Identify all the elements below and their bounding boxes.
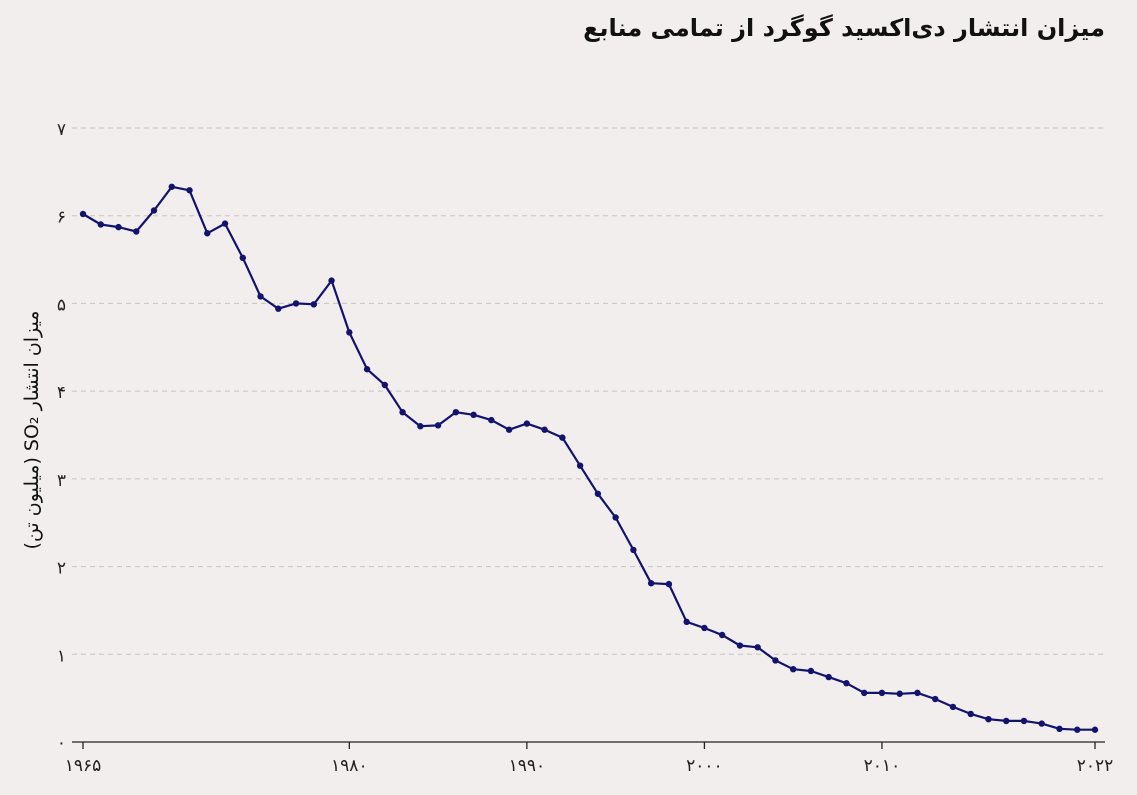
data-point <box>292 300 300 307</box>
data-point <box>239 254 246 262</box>
y-tick-label: ۲ <box>57 559 66 579</box>
chart-title: میزان انتشار دی‌اکسید گوگرد از تمامی منا… <box>583 14 1105 42</box>
data-point <box>97 221 104 228</box>
data-point <box>186 187 193 194</box>
x-axis: ۱۹۶۵ ۱۹۸۰ ۱۹۹۰ ۲۰۰۰ ۲۰۱۰ ۲۰۲۲ <box>65 741 1114 776</box>
data-point <box>1091 726 1099 733</box>
data-point <box>630 546 637 554</box>
data-point <box>399 408 406 416</box>
y-tick-label: ۷ <box>57 120 66 140</box>
data-point <box>860 689 868 697</box>
data-point <box>1038 720 1045 727</box>
data-point <box>914 689 921 697</box>
data-point <box>772 657 779 664</box>
data-point <box>878 689 886 697</box>
data-point <box>257 293 264 300</box>
data-point <box>647 580 655 587</box>
data-point <box>115 223 122 231</box>
data-point <box>470 411 477 419</box>
data-point <box>1056 725 1063 733</box>
data-point <box>541 426 548 433</box>
data-point <box>363 366 371 373</box>
data-point <box>417 423 424 430</box>
x-tick-label: ۱۹۶۵ <box>65 756 102 776</box>
data-point <box>559 434 566 441</box>
y-tick-label: ۳ <box>57 471 66 491</box>
data-point <box>133 228 140 235</box>
data-point <box>168 183 175 190</box>
data-point <box>204 230 211 237</box>
data-point <box>1074 726 1081 733</box>
data-point <box>452 408 460 416</box>
data-point <box>1003 717 1010 725</box>
y-tick-label: ۵ <box>57 295 66 315</box>
data-point <box>807 667 815 675</box>
data-point <box>310 301 318 308</box>
data-point <box>985 715 992 723</box>
data-point <box>594 490 602 497</box>
x-tick-label: ۲۰۲۲ <box>1077 756 1114 776</box>
y-axis-label: میزان انتشار SO₂ (میلیون تن) <box>21 311 43 550</box>
data-point <box>718 631 726 639</box>
data-point <box>1020 717 1028 725</box>
data-point <box>789 665 797 673</box>
y-tick-label: ۱ <box>57 646 66 666</box>
data-point <box>505 426 513 433</box>
data-point <box>843 680 850 687</box>
data-point <box>683 618 690 626</box>
data-point <box>932 695 939 703</box>
data-point <box>150 207 158 214</box>
data-point <box>736 642 744 649</box>
data-point <box>701 624 708 632</box>
data-point <box>825 673 832 681</box>
gridlines <box>72 127 1105 655</box>
x-tick-label: ۱۹۹۰ <box>509 756 546 776</box>
y-axis-ticks: ۰ ۱ ۲ ۳ ۴ ۵ ۶ ۷ <box>57 120 66 753</box>
y-tick-label: ۶ <box>57 208 66 228</box>
data-point <box>346 329 353 336</box>
data-point <box>328 277 335 284</box>
y-tick-label: ۴ <box>57 383 66 403</box>
data-point <box>612 514 619 521</box>
series-line <box>82 185 1095 731</box>
x-tick-label: ۲۰۰۰ <box>686 756 723 776</box>
data-point <box>665 580 673 588</box>
data-point <box>79 210 87 218</box>
data-point <box>221 220 229 227</box>
data-point <box>275 305 282 312</box>
data-point <box>381 381 389 389</box>
x-tick-label: ۱۹۸۰ <box>331 756 368 776</box>
series-group <box>79 183 1099 733</box>
data-point <box>896 690 903 697</box>
data-point <box>754 644 761 651</box>
data-point <box>949 703 957 711</box>
data-point <box>576 462 584 469</box>
data-point <box>523 420 531 427</box>
data-point <box>488 416 495 424</box>
x-tick-label: ۲۰۱۰ <box>864 756 901 776</box>
data-point <box>434 422 442 429</box>
y-tick-label: ۰ <box>57 733 66 753</box>
data-point <box>967 710 974 718</box>
